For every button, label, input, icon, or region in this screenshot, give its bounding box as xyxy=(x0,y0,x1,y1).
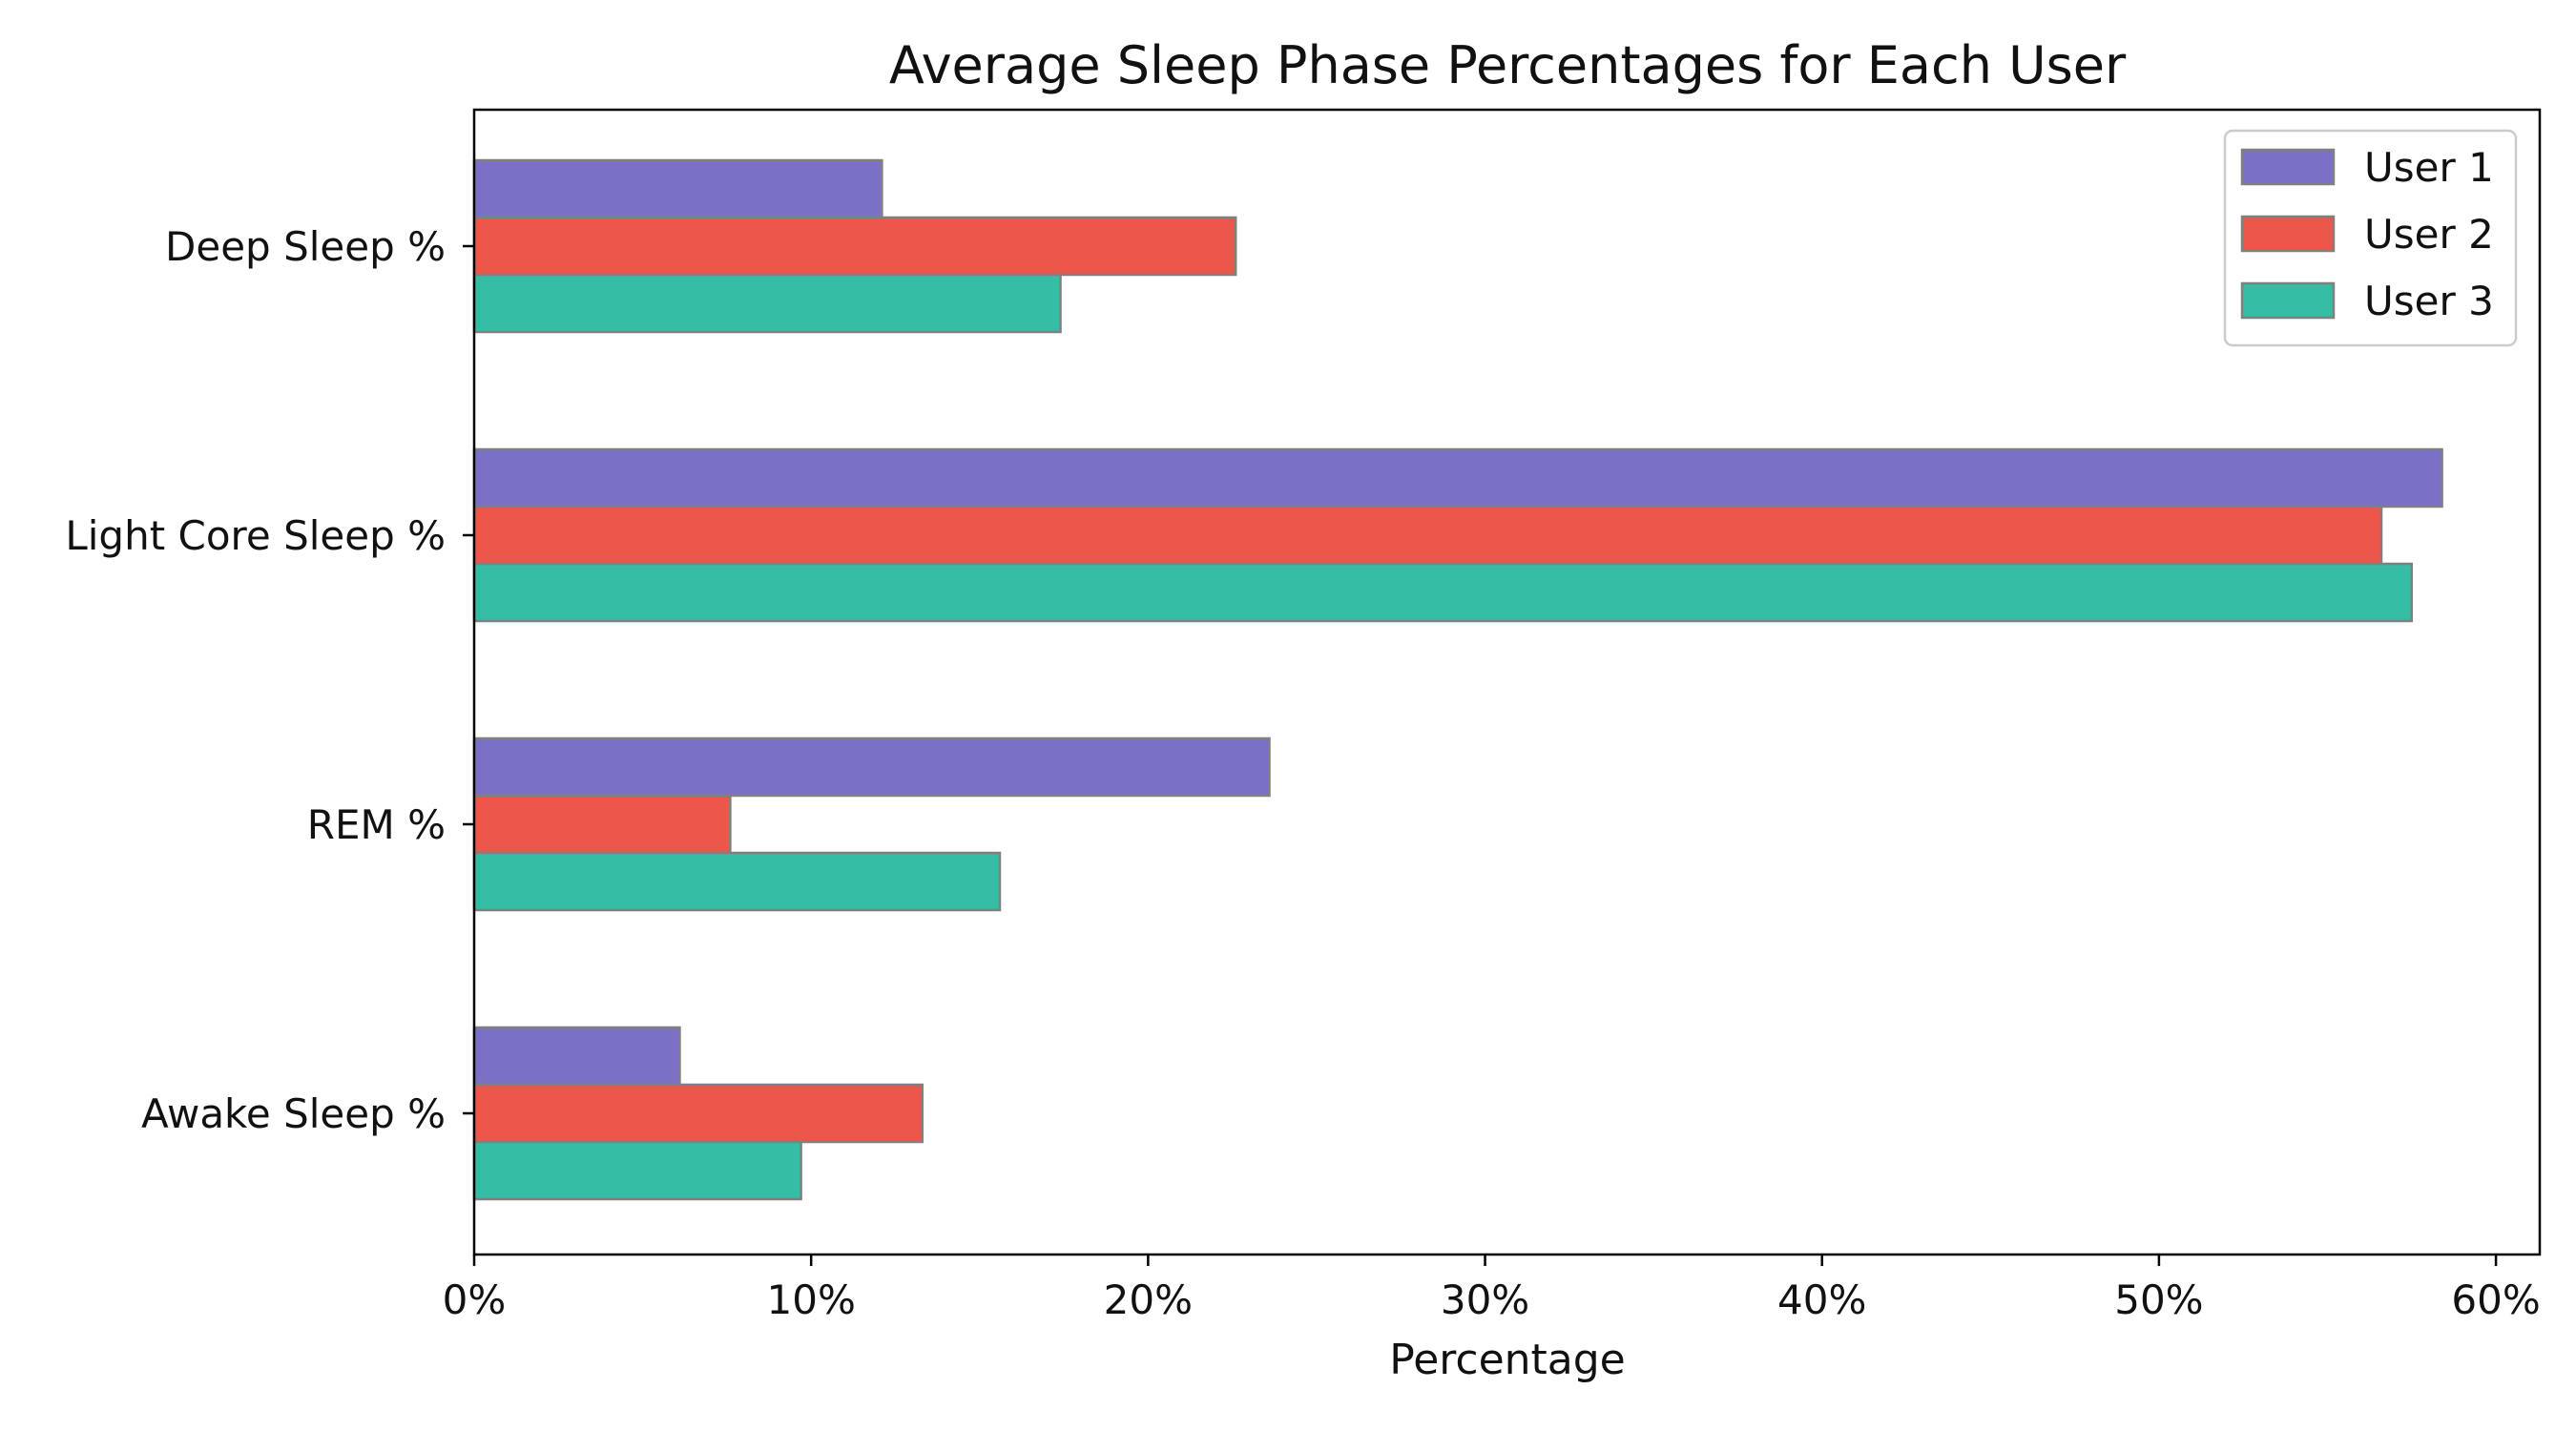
x-tick-label: 0% xyxy=(443,1276,507,1323)
legend-swatch xyxy=(2240,148,2336,186)
bar-user-1-1 xyxy=(472,447,2443,508)
x-tick-label: 60% xyxy=(2451,1276,2540,1323)
x-tick-label: 50% xyxy=(2114,1276,2203,1323)
bar-user-2-1 xyxy=(472,505,2383,566)
x-tick-label: 20% xyxy=(1104,1276,1193,1323)
bar-user-3-0 xyxy=(472,273,1062,334)
bar-user-2-0 xyxy=(472,216,1237,277)
y-tick-label: REM % xyxy=(307,801,446,848)
legend-swatch xyxy=(2240,215,2336,253)
y-axis: Deep Sleep % Light Core Sleep % REM % Awake… xyxy=(65,223,474,1137)
legend: User 1 User 2 User 3 xyxy=(2223,129,2518,347)
x-axis-label: Percentage xyxy=(1389,1336,1626,1384)
bar-user-2-3 xyxy=(472,1083,924,1144)
bar-user-1-2 xyxy=(472,736,1271,798)
bars-group xyxy=(472,158,2443,1201)
y-tick-label: Light Core Sleep % xyxy=(65,512,446,559)
legend-label: User 3 xyxy=(2364,278,2494,324)
chart-title: Average Sleep Phase Percentages for Each… xyxy=(889,35,2127,95)
bar-user-1-3 xyxy=(472,1026,681,1087)
plot-area-frame xyxy=(472,108,2542,1256)
x-axis: 0% 10% 20% 30% 40% 50% 60% xyxy=(443,1255,2541,1323)
bar-user-1-0 xyxy=(472,158,883,219)
bar-user-3-1 xyxy=(472,562,2414,623)
bar-user-3-2 xyxy=(472,851,1002,912)
x-tick-label: 10% xyxy=(767,1276,856,1323)
x-tick-label: 30% xyxy=(1441,1276,1529,1323)
bar-user-3-3 xyxy=(472,1140,802,1201)
legend-swatch xyxy=(2240,281,2336,320)
bar-user-2-2 xyxy=(472,794,732,855)
x-tick-label: 40% xyxy=(1777,1276,1866,1323)
legend-label: User 2 xyxy=(2364,211,2494,258)
y-tick-label: Deep Sleep % xyxy=(165,223,446,270)
y-tick-label: Awake Sleep % xyxy=(141,1090,446,1137)
legend-label: User 1 xyxy=(2364,144,2494,191)
